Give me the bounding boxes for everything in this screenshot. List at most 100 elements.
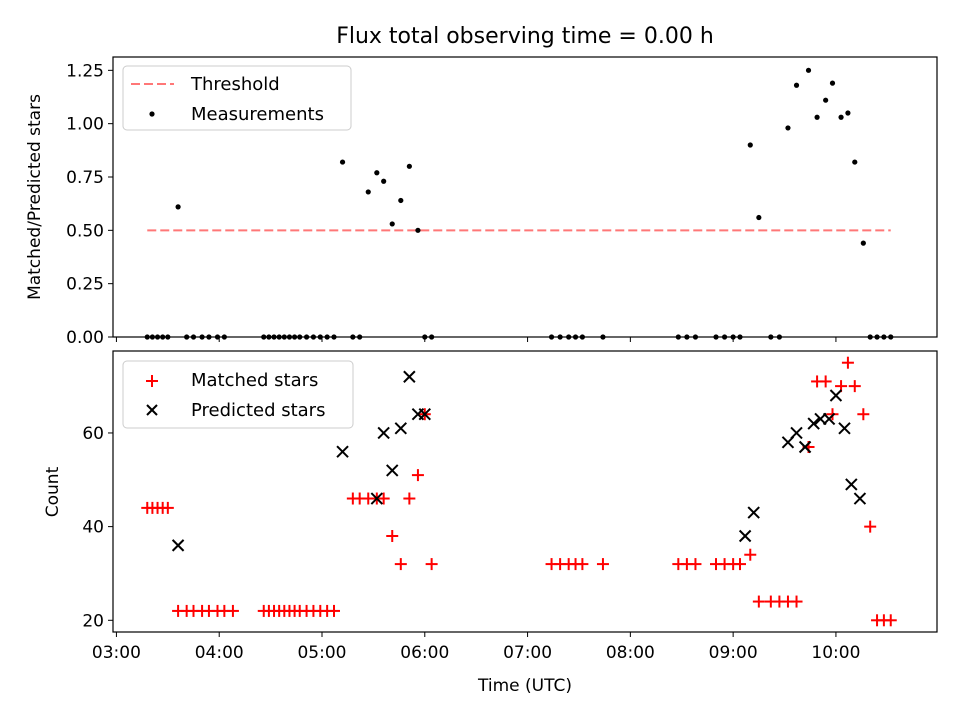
matched-star-point: [425, 558, 438, 571]
matched-star-point: [857, 408, 870, 421]
ratio-plot-y-ticks: 0.00 0.25 0.50 0.75 1.00 1.25: [66, 61, 113, 348]
matched-star-point: [819, 375, 832, 388]
y-tick-label: 0.25: [66, 275, 104, 295]
predicted-star-point: [738, 529, 752, 543]
predicted-star-point: [807, 417, 820, 430]
predicted-star-point: [418, 408, 431, 421]
measurements-legend-label: Measurements: [191, 104, 324, 125]
predicted-star-point: [394, 422, 408, 435]
matched-star-point: [576, 558, 589, 571]
count-plot-y-ticks: 20 40 60: [82, 424, 113, 631]
measurement-point: [415, 227, 421, 233]
predicted-star-point: [336, 445, 349, 458]
count-plot-legend: Matched stars Predicted stars: [122, 360, 354, 429]
y-tick-label: 1.25: [66, 61, 104, 81]
matched-star-point: [411, 469, 424, 482]
measurement-point: [793, 82, 800, 88]
predicted-star-point: [853, 492, 867, 505]
matched-star-point: [841, 356, 854, 369]
measurement-point: [374, 170, 380, 176]
y-tick-label: 20: [82, 611, 104, 631]
chart-title: Flux total observing time = 0.00 h: [336, 24, 714, 49]
measurement-point: [406, 163, 412, 169]
predicted-stars-legend-marker: [146, 404, 158, 416]
y-tick-label: 1.00: [66, 115, 104, 135]
measurement-point: [823, 97, 829, 103]
measurement-point: [829, 80, 836, 86]
matched-star-point: [327, 604, 340, 617]
count-plot-y-label: Count: [43, 466, 63, 517]
measurement-point: [389, 221, 395, 227]
matched-star-point: [864, 520, 877, 533]
ratio-plot-legend: Threshold Measurements: [122, 65, 352, 131]
x-tick-label: 04:00: [195, 643, 244, 663]
count-plot-frame: [112, 350, 938, 633]
measurement-point: [381, 178, 387, 184]
measurement-point: [747, 142, 753, 148]
ratio-plot-y-label: Matched/Predicted stars: [25, 94, 45, 300]
matched-star-point: [161, 501, 174, 514]
count-plot-data: [141, 356, 897, 627]
measurement-point: [805, 67, 812, 73]
matched-star-point: [689, 558, 702, 571]
predicted-star-point: [403, 370, 416, 383]
measurement-point: [838, 114, 844, 120]
predicted-star-point: [798, 440, 812, 454]
y-tick-label: 60: [82, 424, 104, 444]
threshold-legend-label: Threshold: [190, 74, 280, 95]
predicted-star-point: [370, 492, 384, 505]
matched-star-point: [744, 548, 757, 561]
count-plot-x-ticks: 03:00 04:00 05:00 06:00 07:00 08:00 09:00 10:00: [92, 632, 860, 663]
matched-star-point: [884, 614, 897, 627]
x-tick-label: 09:00: [709, 643, 758, 663]
y-tick-label: 40: [82, 518, 104, 538]
matched-stars-legend-label: Matched stars: [191, 370, 318, 391]
matched-star-point: [403, 492, 416, 505]
count-plot: 20 40 60 03:00 04:00 05:00 06:00 07:00 08:00 09:…: [43, 350, 938, 696]
x-tick-label: 03:00: [92, 643, 141, 663]
measurement-point: [852, 159, 858, 165]
x-tick-label: 06:00: [400, 643, 449, 663]
predicted-star-point: [790, 426, 803, 440]
x-tick-label: 10:00: [811, 643, 860, 663]
measurements-legend-marker: [149, 111, 155, 117]
measurement-point: [175, 204, 181, 210]
measurement-point: [814, 114, 820, 120]
y-tick-label: 0.00: [66, 328, 104, 348]
predicted-star-point: [171, 539, 185, 552]
matched-star-point: [848, 380, 861, 393]
ratio-plot-frame: [112, 56, 938, 338]
matched-star-point: [377, 492, 390, 505]
count-plot-x-label: Time (UTC): [477, 676, 572, 696]
y-tick-label: 0.75: [66, 168, 104, 188]
matched-star-point: [386, 529, 399, 542]
measurement-point: [860, 240, 866, 246]
predicted-stars-legend-label: Predicted stars: [191, 400, 325, 421]
ratio-plot: 0.00 0.25 0.50 0.75 1.00 1.25 Matched/Predict…: [25, 56, 938, 348]
measurement-point: [845, 110, 851, 116]
matched-stars-legend-marker: [146, 375, 158, 387]
x-tick-label: 07:00: [503, 643, 552, 663]
matched-star-point: [733, 558, 746, 571]
measurement-point: [339, 159, 346, 165]
matched-star-point: [790, 595, 803, 608]
legend-box: [122, 360, 354, 429]
matched-star-point: [226, 604, 239, 617]
predicted-star-point: [845, 478, 858, 491]
y-tick-label: 0.50: [66, 221, 104, 241]
predicted-star-point: [747, 506, 760, 519]
measurement-point: [756, 214, 762, 221]
legend-box: [122, 65, 352, 131]
measurement-point: [785, 125, 791, 131]
predicted-star-point: [377, 426, 390, 440]
ratio-plot-x-ticks: [115, 337, 837, 342]
x-tick-label: 05:00: [297, 643, 346, 663]
measurement-point: [365, 189, 371, 195]
predicted-star-point: [838, 422, 851, 435]
predicted-star-point: [822, 412, 836, 426]
measurement-point: [398, 197, 404, 204]
predicted-star-point: [386, 464, 399, 477]
matched-star-point: [752, 595, 765, 608]
matched-star-point: [394, 558, 407, 571]
